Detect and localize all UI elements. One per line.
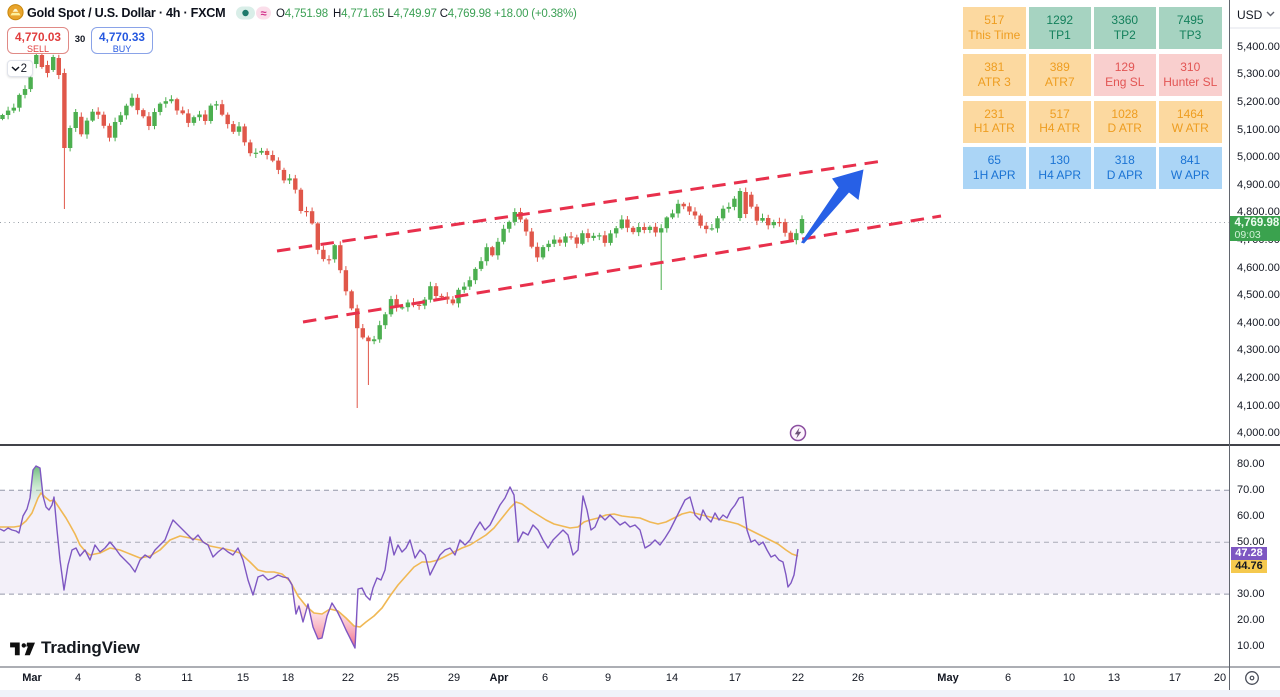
svg-text:≈: ≈	[260, 8, 266, 20]
